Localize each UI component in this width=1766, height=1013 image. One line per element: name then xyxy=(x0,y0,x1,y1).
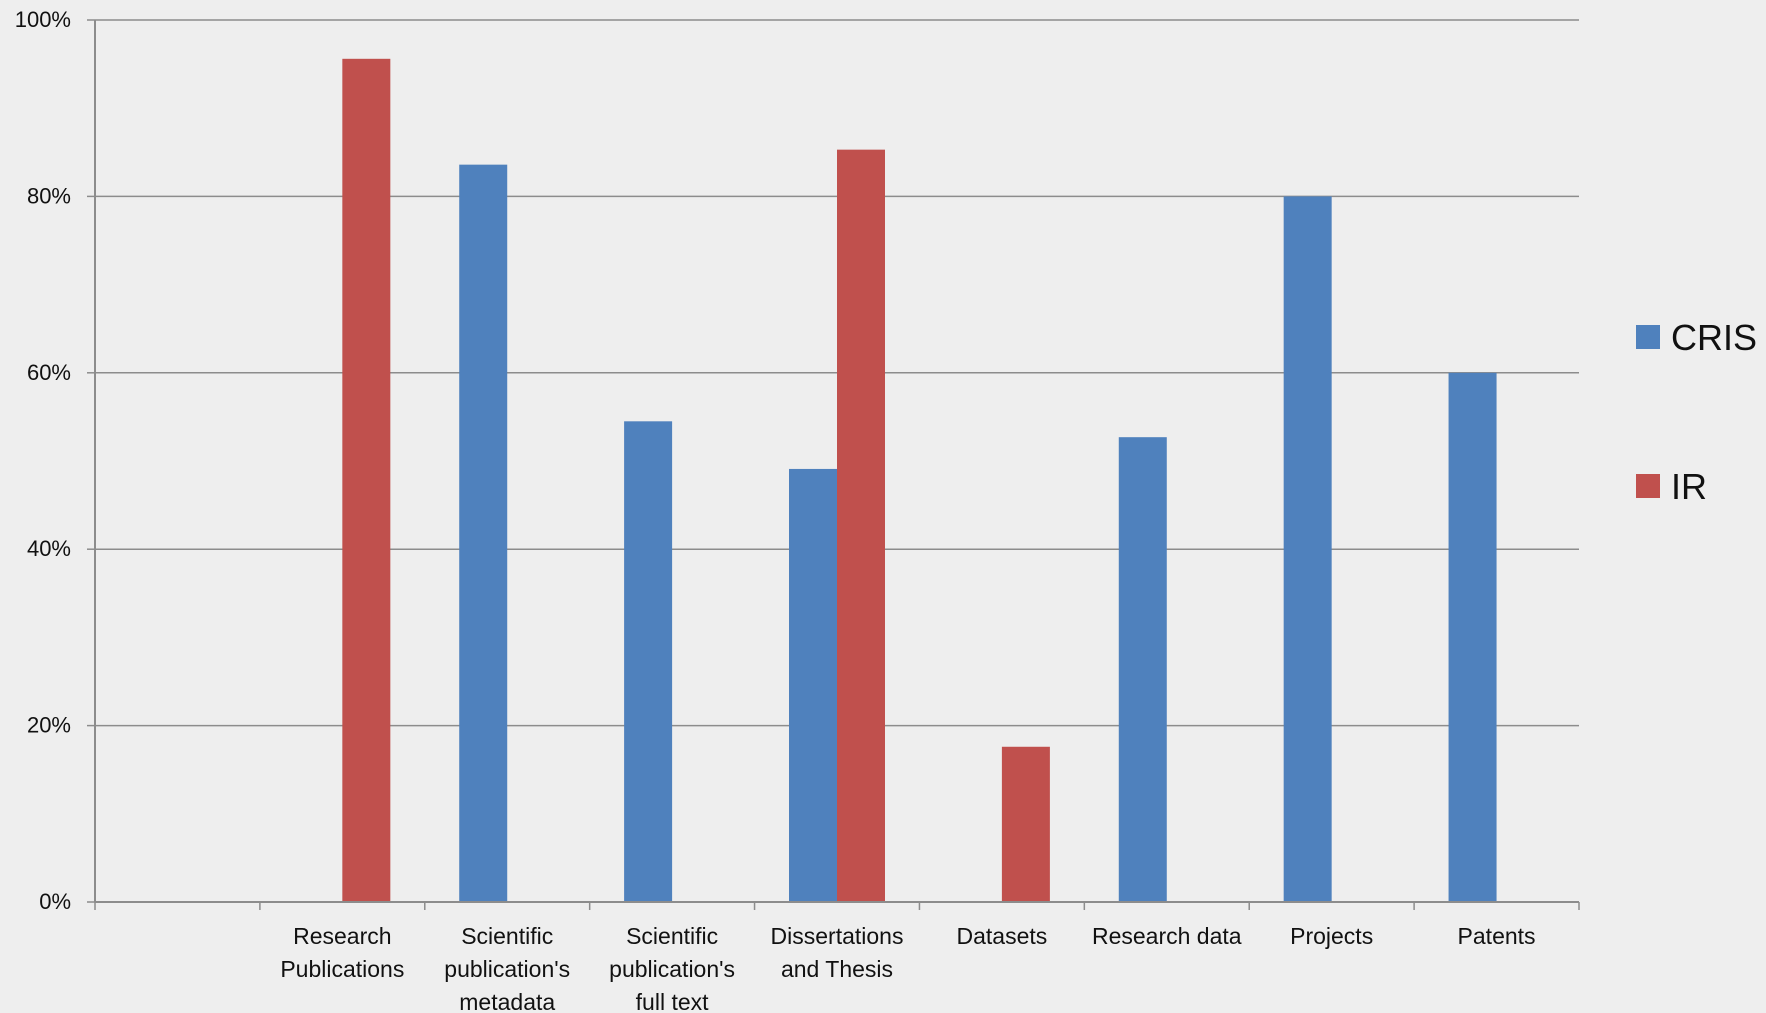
bar-cris xyxy=(1118,437,1167,902)
bar-cris xyxy=(1448,372,1497,902)
x-tick-label: Research data xyxy=(1092,923,1242,949)
x-tick-label: Projects xyxy=(1290,923,1373,949)
y-tick-label: 60% xyxy=(27,360,71,385)
x-tick-label: Scientific xyxy=(626,923,718,949)
y-tick-label: 0% xyxy=(39,889,71,914)
y-tick-label: 80% xyxy=(27,183,71,208)
legend-swatch-cris xyxy=(1636,325,1660,349)
bars xyxy=(342,58,1497,903)
bar-cris xyxy=(1283,196,1332,902)
legend-label-cris: CRIS xyxy=(1671,317,1757,358)
bar-ir xyxy=(1001,746,1050,902)
x-tick-label: Datasets xyxy=(957,923,1048,949)
legend-label-ir: IR xyxy=(1671,466,1707,507)
x-tick-label: and Thesis xyxy=(781,956,893,982)
x-tick-label: publication's xyxy=(609,956,735,982)
bar-cris xyxy=(624,421,673,902)
bar-ir xyxy=(342,58,391,903)
x-tick-label: Patents xyxy=(1458,923,1536,949)
y-tick-label: 40% xyxy=(27,536,71,561)
x-tick-label: Research xyxy=(293,923,391,949)
bar-ir xyxy=(837,149,885,903)
legend: CRIS IR xyxy=(1636,317,1757,507)
x-tick-label: Scientific xyxy=(461,923,553,949)
x-tick-label: full text xyxy=(636,989,709,1013)
x-tick-label: metadata xyxy=(459,989,555,1013)
x-tick-label: Publications xyxy=(280,956,404,982)
bar-cris xyxy=(789,468,837,902)
y-tick-label: 20% xyxy=(27,713,71,738)
x-axis-tick-labels: Research Publications Scientific publicatio… xyxy=(280,923,1535,1013)
legend-swatch-ir xyxy=(1636,474,1660,498)
y-axis-tick-labels: 0% 20% 40% 60% 80% 100% xyxy=(15,7,71,914)
x-tick-label: publication's xyxy=(444,956,570,982)
bar-cris xyxy=(459,164,508,902)
axes xyxy=(87,19,1580,910)
y-tick-label: 100% xyxy=(15,7,71,32)
x-tick-label: Dissertations xyxy=(771,923,904,949)
